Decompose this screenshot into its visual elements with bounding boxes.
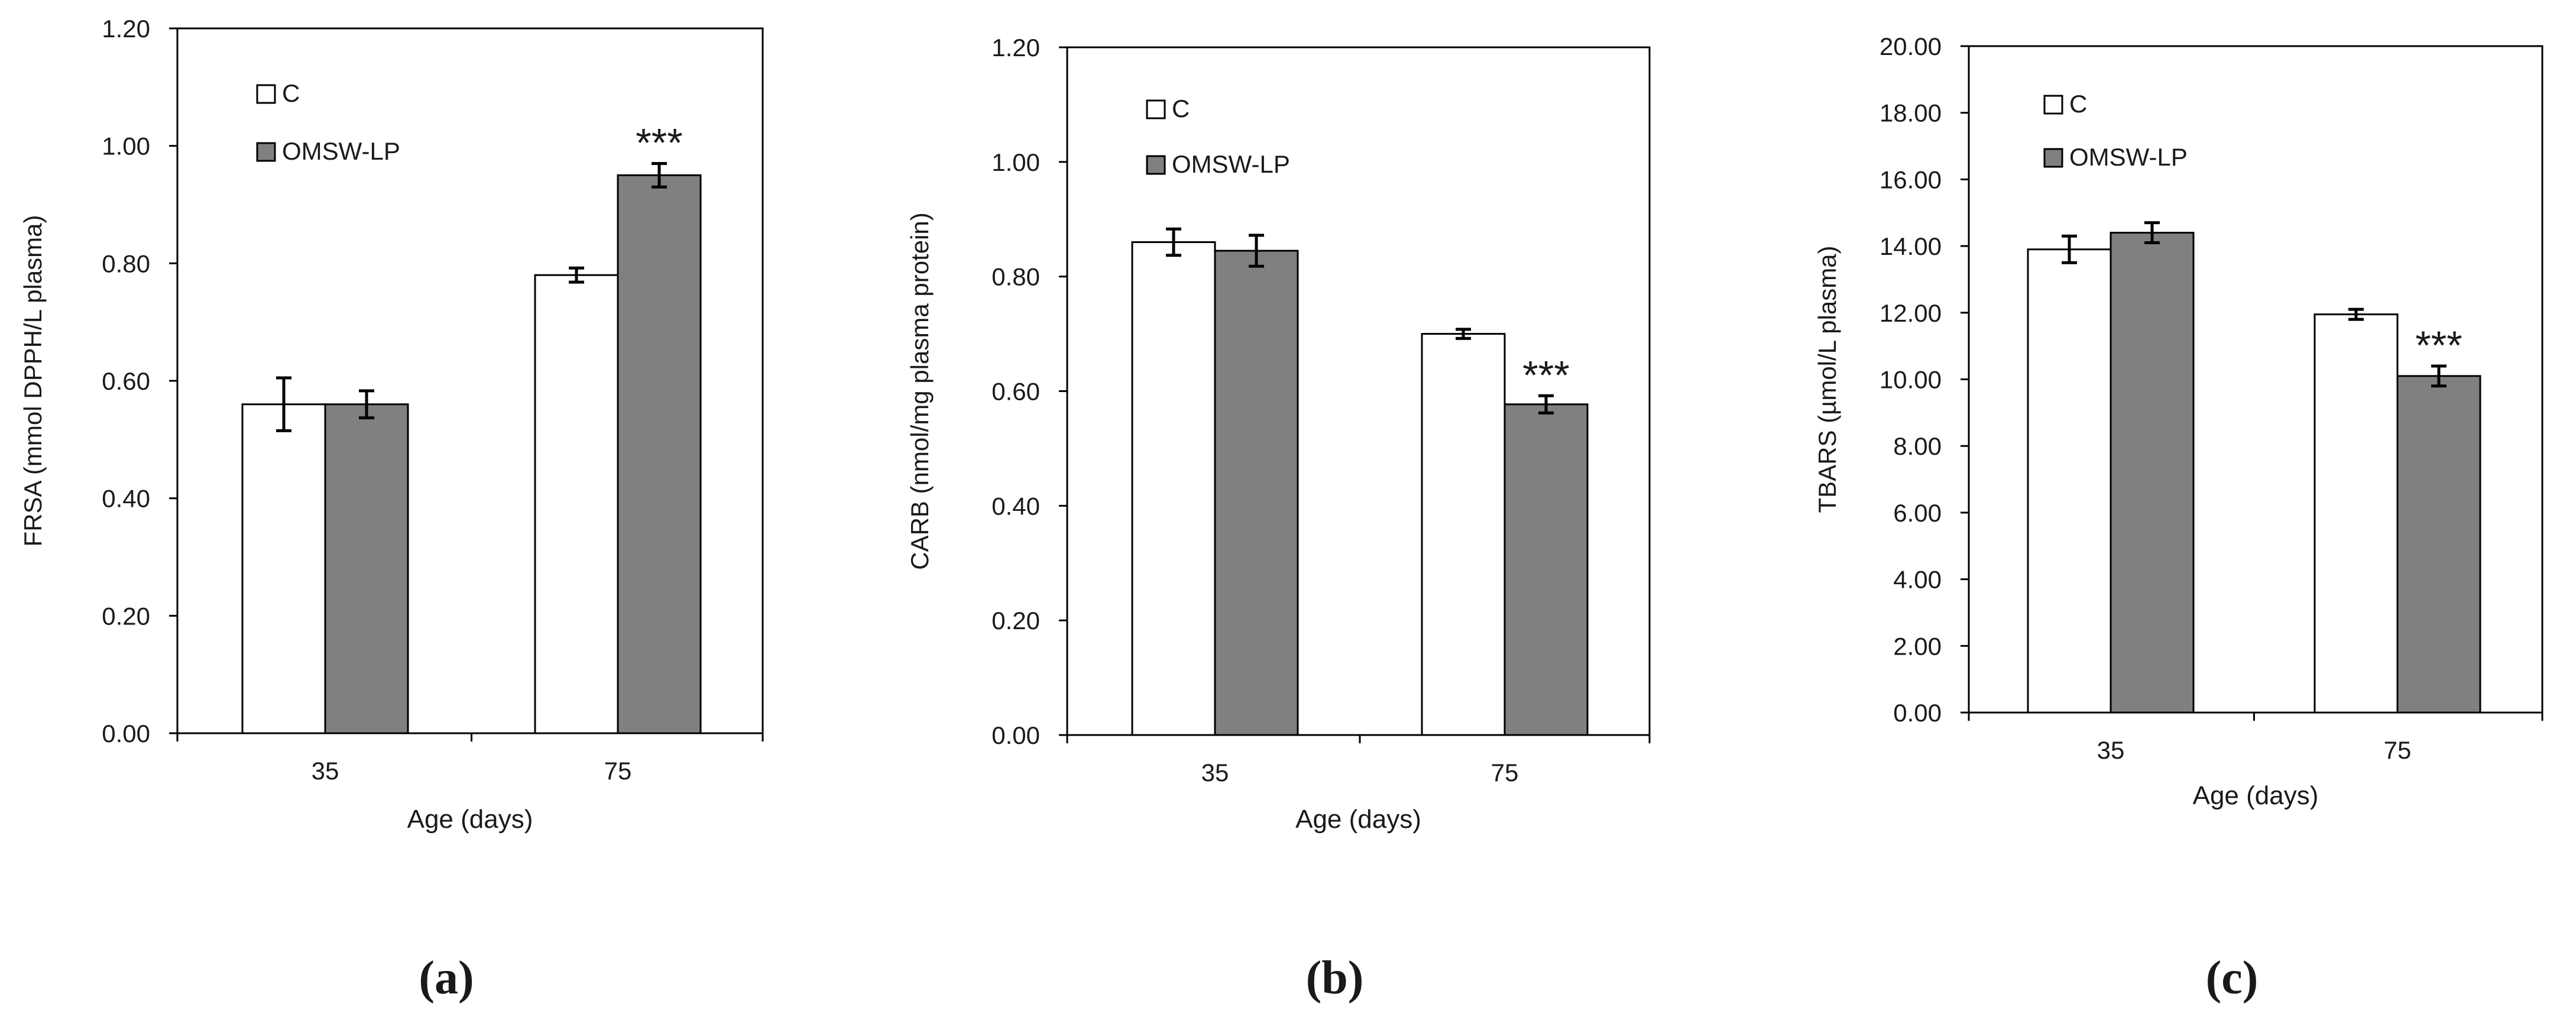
bar-c-75 [534,274,619,734]
x-tick-label: 75 [1491,759,1519,786]
legend-label: OMSW-LP [2069,143,2188,171]
panel-label: (b) [1306,952,1364,1004]
y-tick-label: 0.20 [991,607,1040,634]
y-tick-label: 1.20 [991,34,1040,61]
y-tick-label: 1.20 [102,15,150,43]
x-tick-label: 75 [2384,736,2412,764]
y-tick-label: 0.00 [1893,699,1942,727]
y-tick-label: 0.20 [102,602,150,630]
x-axis-label: Age (days) [1295,805,1421,834]
y-tick-label: 0.60 [991,378,1040,406]
legend-swatch-c [1146,99,1166,119]
bar-c-75 [1421,333,1506,736]
legend-swatch-omsw-lp [1146,155,1166,175]
bar-omsw-lp-35 [324,403,409,734]
y-tick-label: 0.00 [991,721,1040,749]
legend-label: C [2069,90,2087,118]
significance-marker: *** [2415,323,2462,368]
error-bar [359,389,374,420]
chart-panel-2: 0.00 0.20 0.40 0.60 0.80 1.00 1.20 35 75 *** C OMSW… [906,34,1651,1004]
legend-label: OMSW-LP [282,137,400,165]
y-tick-label: 12.00 [1880,299,1942,327]
bar-omsw-lp-35 [1214,250,1299,736]
error-bar [2348,307,2364,321]
chart-panel-3: 0.00 2.00 4.00 6.00 8.00 10.00 12.00 14.00 16.00… [1813,33,2543,1004]
legend-swatch-omsw-lp [256,142,276,162]
panel-label: (c) [2206,952,2259,1004]
panel-label: (a) [419,952,474,1004]
y-tick-label: 0.80 [991,263,1040,291]
bar-c-35 [2027,248,2112,714]
error-bar [569,266,584,284]
legend: C OMSW-LP [1146,95,1290,178]
bar-omsw-lp-75 [617,174,702,734]
y-tick-label: 6.00 [1893,499,1942,527]
legend-label: OMSW-LP [1172,150,1290,178]
legend-swatch-omsw-lp [2043,148,2063,168]
legend-label: C [1172,95,1190,122]
y-tick-label: 10.00 [1880,366,1942,394]
y-tick-label: 8.00 [1893,432,1942,460]
significance-marker: *** [636,120,682,165]
chart-panel-1: 0.00 0.20 0.40 0.60 0.80 1.00 1.20 35 75 *** C OMSW… [19,15,764,1004]
bar-omsw-lp-35 [2110,232,2195,714]
y-axis-label: FRSA (mmol DPPH/L plasma) [19,215,47,547]
y-tick-label: 2.00 [1893,632,1942,660]
bar-c-35 [1131,241,1216,736]
x-tick-label: 75 [604,757,632,785]
y-tick-label: 1.00 [991,148,1040,176]
legend: C OMSW-LP [2043,90,2188,171]
bar-omsw-lp-75 [2396,375,2481,714]
y-tick-label: 18.00 [1880,99,1942,127]
x-tick-label: 35 [1201,759,1229,786]
y-tick-label: 0.00 [102,720,150,747]
bar-omsw-lp-75 [1504,403,1589,736]
legend-swatch-c [256,84,276,104]
y-axis-label: TBARS (µmol/L plasma) [1813,245,1841,513]
y-tick-label: 1.00 [102,132,150,160]
error-bar [1249,234,1264,268]
y-tick-label: 0.80 [102,250,150,277]
error-bar [1456,328,1471,340]
error-bar [1166,227,1181,257]
error-bar [276,376,291,432]
bar-c-35 [241,403,326,734]
legend-label: C [282,79,300,107]
y-axis-label: CARB (nmol/mg plasma protein) [906,212,934,570]
error-bar [2062,234,2077,264]
y-tick-label: 4.00 [1893,566,1942,594]
y-tick-label: 0.40 [991,492,1040,520]
legend-swatch-c [2043,95,2063,115]
error-bar [1538,394,1554,415]
y-tick-label: 0.40 [102,485,150,513]
x-axis-label: Age (days) [407,805,533,834]
error-bar [2144,221,2160,244]
y-tick-label: 0.60 [102,367,150,395]
y-tick-label: 20.00 [1880,33,1942,60]
legend: C OMSW-LP [256,79,400,165]
y-tick-label: 16.00 [1880,166,1942,193]
significance-marker: *** [1522,352,1569,397]
y-tick-label: 14.00 [1880,232,1942,260]
error-bar [652,161,667,189]
bar-c-75 [2313,313,2399,714]
x-tick-label: 35 [2097,736,2125,764]
x-axis-label: Age (days) [2193,781,2319,810]
x-tick-label: 35 [312,757,339,785]
error-bar [2431,364,2447,388]
